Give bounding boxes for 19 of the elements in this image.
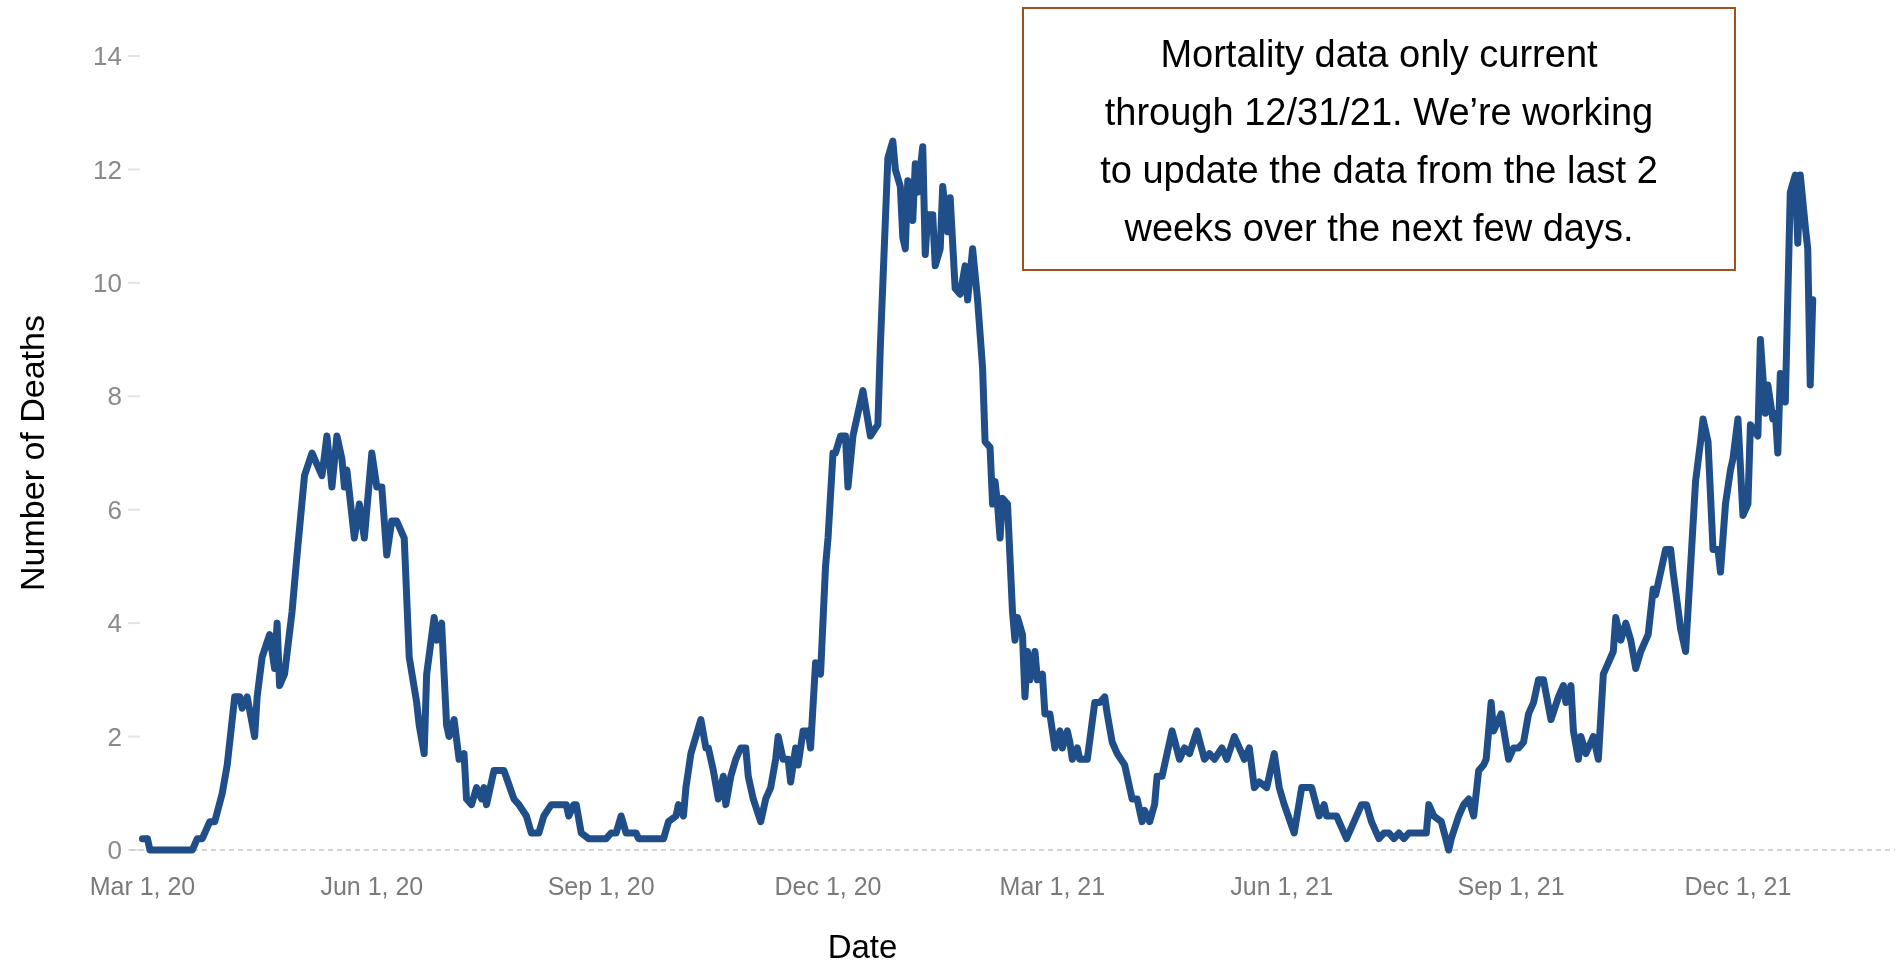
x-tick-label: Dec 1, 20 bbox=[774, 872, 882, 900]
x-tick-label: Sep 1, 21 bbox=[1457, 872, 1565, 900]
y-tick-label: 6 bbox=[107, 494, 122, 525]
y-tick-label: 0 bbox=[107, 835, 122, 866]
x-tick-label: Sep 1, 20 bbox=[547, 872, 655, 900]
y-axis-title: Number of Deaths bbox=[13, 315, 51, 591]
y-tick-label: 8 bbox=[107, 381, 122, 412]
x-tick-label: Dec 1, 21 bbox=[1684, 872, 1792, 900]
y-tick-label: 10 bbox=[93, 267, 122, 298]
x-tick-label: Mar 1, 21 bbox=[999, 872, 1106, 900]
y-tick-label: 4 bbox=[107, 608, 122, 639]
y-tick-label: 2 bbox=[107, 721, 122, 752]
x-tick-label: Jun 1, 20 bbox=[320, 872, 424, 900]
y-tick-label: 12 bbox=[93, 154, 122, 185]
x-tick-label: Mar 1, 20 bbox=[89, 872, 196, 900]
x-tick-label: Jun 1, 21 bbox=[1230, 872, 1334, 900]
annotation: Mortality data only current through 12/31/21. We’re working to update the data from the last 2 weeks over the next few days. bbox=[1100, 33, 1658, 249]
x-axis-title: Date bbox=[827, 928, 898, 965]
y-tick-label: 14 bbox=[93, 41, 122, 72]
